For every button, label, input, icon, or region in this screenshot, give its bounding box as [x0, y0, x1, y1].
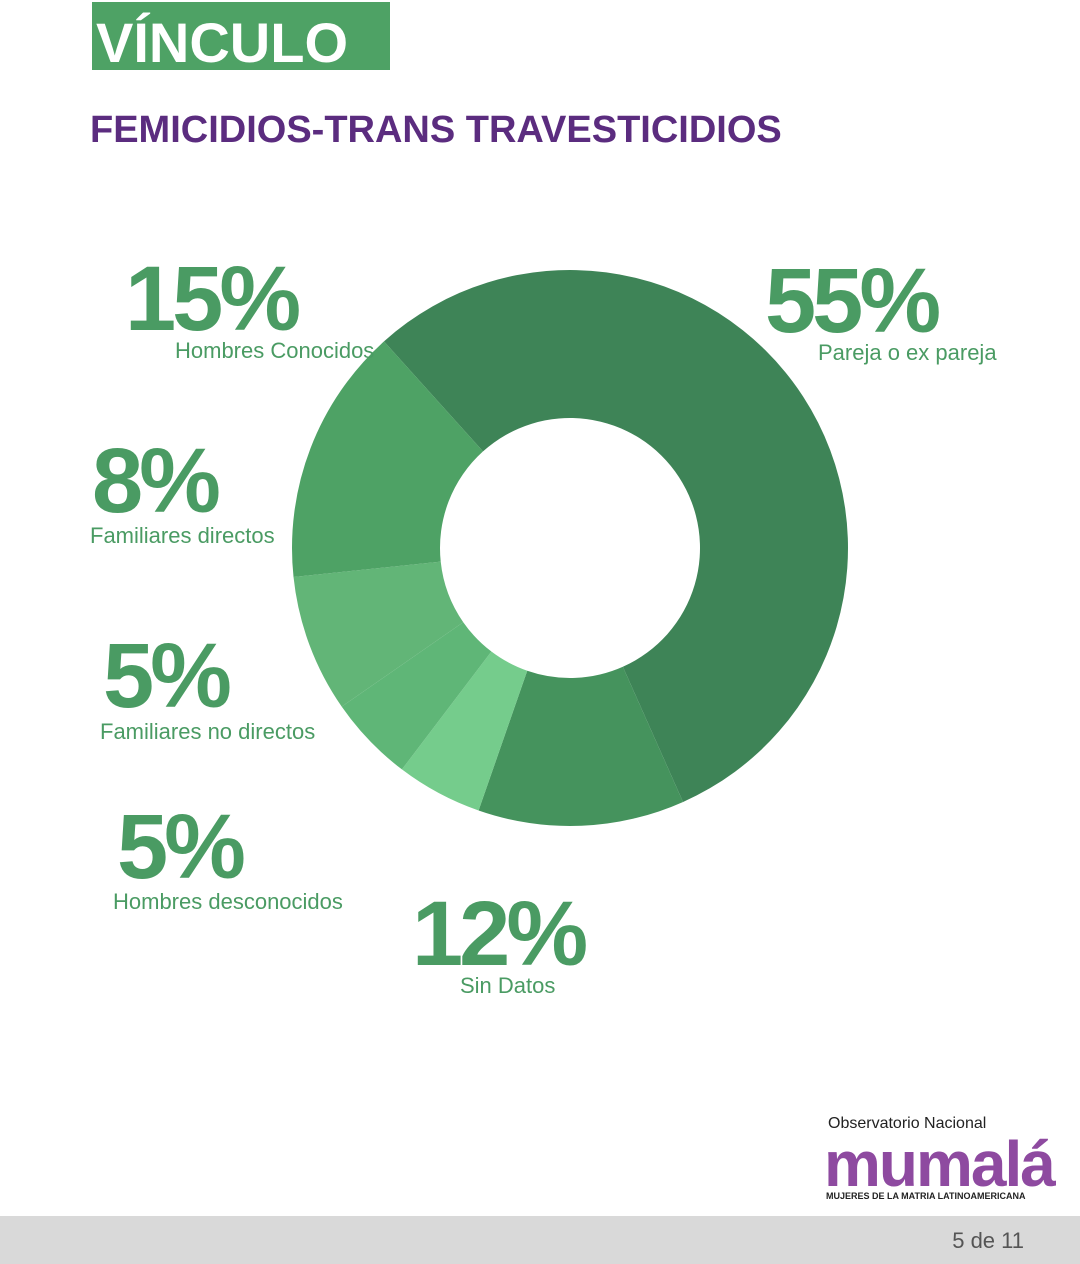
value-label: 12%	[412, 883, 586, 985]
logo-name: mumalá	[824, 1128, 1056, 1200]
category-label: Familiares no directos	[100, 719, 315, 744]
category-label: Sin Datos	[460, 973, 555, 998]
value-label: 5%	[117, 796, 244, 898]
title: VÍNCULO	[96, 11, 348, 74]
value-label: 15%	[125, 248, 299, 350]
slice	[341, 622, 492, 770]
value-label: 8%	[92, 430, 219, 532]
category-label: Hombres Conocidos	[175, 338, 374, 363]
slice	[401, 651, 528, 811]
slice	[292, 341, 484, 578]
category-label: Familiares directos	[90, 523, 275, 548]
page-number: 5 de 11	[952, 1228, 1024, 1253]
value-label: 55%	[765, 250, 939, 352]
slice	[293, 561, 464, 707]
slice	[478, 666, 684, 826]
category-label: Hombres desconocidos	[113, 889, 343, 914]
title-box	[92, 2, 390, 70]
category-label: Pareja o ex pareja	[818, 340, 997, 365]
logo-line: Observatorio Nacional	[828, 1115, 986, 1132]
logo-tagline: MUJERES DE LA MATRIA LATINOAMERICANA	[826, 1191, 1026, 1201]
value-label: 5%	[103, 625, 230, 727]
subtitle: FEMICIDIOS-TRANS TRAVESTICIDIOS	[90, 109, 782, 151]
footer-bar	[0, 1216, 1080, 1264]
slice	[383, 270, 848, 802]
